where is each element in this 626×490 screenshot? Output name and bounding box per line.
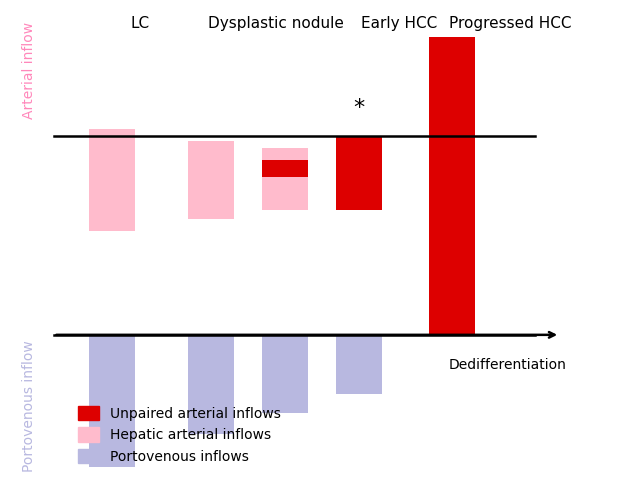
Text: Arterial inflow: Arterial inflow [22,22,36,119]
FancyBboxPatch shape [336,335,382,394]
FancyBboxPatch shape [262,335,309,413]
Text: Early HCC: Early HCC [361,16,438,31]
Text: Portovenous inflow: Portovenous inflow [22,340,36,471]
FancyBboxPatch shape [336,150,382,207]
FancyBboxPatch shape [89,129,135,231]
FancyBboxPatch shape [262,148,309,210]
FancyBboxPatch shape [429,37,475,335]
FancyBboxPatch shape [89,335,135,467]
FancyBboxPatch shape [336,136,382,210]
Text: Progressed HCC: Progressed HCC [449,16,572,31]
Text: Dysplastic nodule: Dysplastic nodule [208,16,344,31]
Legend: Unpaired arterial inflows, Hepatic arterial inflows, Portovenous inflows: Unpaired arterial inflows, Hepatic arter… [73,400,287,469]
Text: LC: LC [130,16,150,31]
Text: Dedifferentiation: Dedifferentiation [449,359,567,372]
FancyBboxPatch shape [188,141,234,219]
FancyBboxPatch shape [262,160,309,176]
FancyBboxPatch shape [188,335,234,434]
Text: *: * [354,98,365,118]
